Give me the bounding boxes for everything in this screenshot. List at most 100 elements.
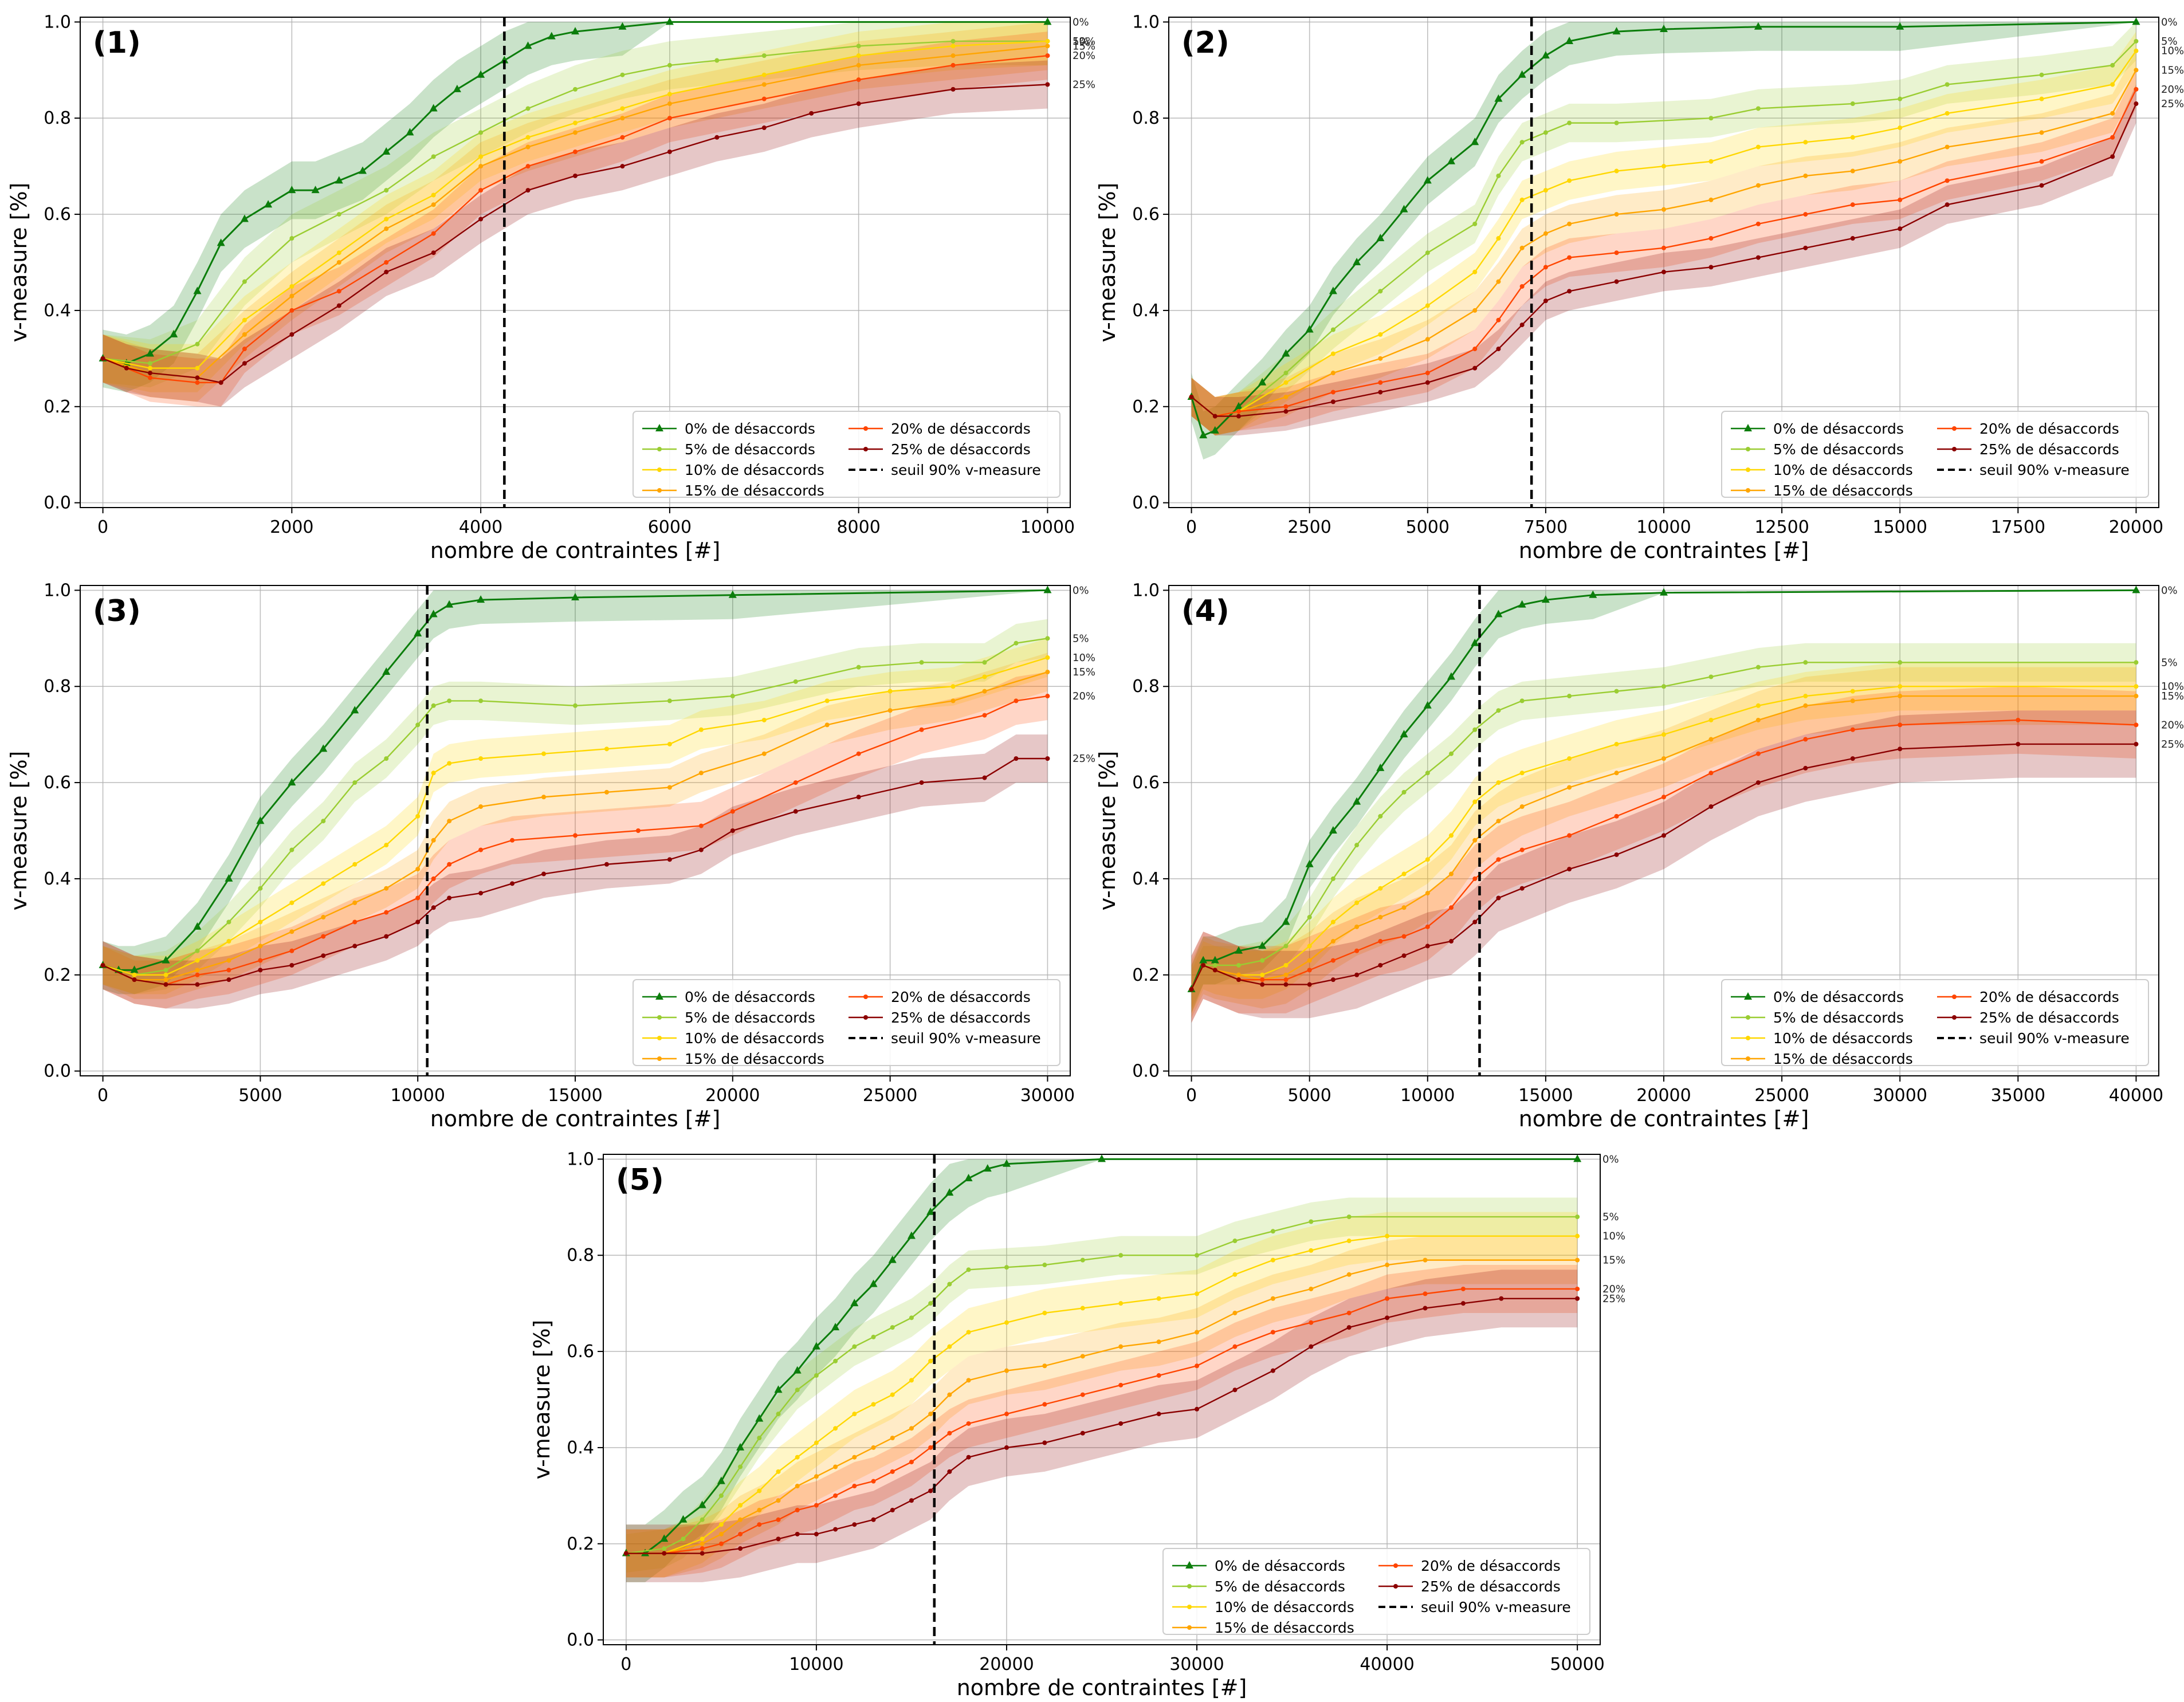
data-point (1661, 164, 1666, 169)
data-point (1614, 212, 1619, 217)
data-point (1519, 284, 1525, 289)
data-point (447, 819, 452, 824)
data-point (1614, 852, 1619, 857)
data-point (1755, 255, 1761, 260)
legend-label: 10% de désaccords (685, 1030, 824, 1047)
data-point (1449, 939, 1454, 944)
data-point (1156, 1373, 1161, 1378)
x-axis-title: nombre de contraintes [#] (957, 1675, 1247, 1700)
x-tick-label: 25000 (1754, 1086, 1809, 1106)
data-point (226, 968, 231, 973)
data-point (757, 1522, 762, 1527)
legend-marker (1744, 992, 1752, 1000)
data-point (2039, 159, 2044, 164)
data-point (1283, 977, 1289, 982)
data-point (1211, 956, 1219, 964)
data-point (1472, 838, 1478, 843)
data-point (477, 70, 485, 78)
data-point (1518, 70, 1526, 78)
y-tick-label: 0.0 (567, 1630, 594, 1650)
data-point (852, 1412, 857, 1417)
data-point (242, 279, 247, 284)
data-point (289, 962, 294, 968)
series-band-20pct (1191, 70, 2136, 436)
data-point (919, 727, 924, 732)
legend-label: 15% de désaccords (1773, 482, 1913, 499)
data-point (1496, 895, 1501, 901)
data-point (1898, 660, 1903, 665)
data-point (163, 972, 168, 977)
data-point (1260, 972, 1265, 977)
data-point (132, 977, 137, 982)
series-band-0pct (103, 590, 1048, 995)
y-tick-label: 0.8 (567, 1245, 594, 1265)
data-point (1258, 378, 1267, 386)
data-point (1945, 178, 1950, 183)
y-tick-label: 0.6 (1132, 773, 1160, 793)
data-point (795, 1531, 800, 1536)
data-point (761, 82, 767, 87)
data-point (1898, 694, 1903, 699)
data-point (478, 217, 484, 222)
data-point (966, 1267, 971, 1272)
data-point (928, 1445, 933, 1450)
data-point (852, 1522, 857, 1527)
data-point (950, 53, 956, 58)
x-axis-title: nombre de contraintes [#] (1519, 538, 1809, 563)
data-point (1589, 590, 1597, 598)
data-point (431, 154, 436, 159)
data-point (1378, 939, 1383, 944)
series-end-label: 15% (1602, 1255, 1625, 1267)
data-point (1541, 595, 1550, 603)
data-point (478, 756, 484, 761)
data-point (1330, 327, 1335, 332)
data-point (1447, 672, 1456, 680)
data-point (288, 186, 296, 194)
x-tick-label: 30000 (1020, 1086, 1075, 1106)
data-point (1803, 694, 1808, 699)
x-tick-label: 20000 (705, 1086, 760, 1106)
data-point (1212, 414, 1217, 419)
data-point (1496, 317, 1501, 323)
x-tick-label: 30000 (1169, 1654, 1224, 1675)
data-point (477, 595, 485, 603)
data-point (698, 847, 704, 852)
legend-marker (657, 1015, 662, 1020)
series-band-15pct (103, 653, 1048, 999)
data-point (431, 905, 436, 910)
data-point (1614, 168, 1619, 174)
data-point (755, 1414, 764, 1422)
data-point (774, 1385, 783, 1393)
legend-marker (657, 447, 662, 451)
data-point (524, 41, 532, 49)
panel-label: (2) (1181, 26, 1230, 60)
data-point (1212, 962, 1217, 968)
data-point (170, 329, 178, 337)
data-point (1850, 202, 1855, 207)
data-point (1004, 1412, 1009, 1417)
data-point (809, 111, 814, 116)
data-point (1189, 394, 1194, 399)
data-point (447, 761, 452, 766)
data-point (1573, 1154, 1582, 1162)
data-point (1270, 1368, 1275, 1373)
data-point (1755, 780, 1761, 785)
data-point (415, 722, 421, 728)
legend-box (633, 411, 1060, 498)
data-point (698, 1500, 706, 1508)
data-point (890, 1392, 895, 1397)
y-axis-title: v-measure [%] (1095, 751, 1120, 911)
data-point (871, 1479, 876, 1484)
data-point (1708, 265, 1714, 270)
series-line-25pct (626, 1298, 1578, 1554)
legend-label: 5% de désaccords (685, 441, 815, 458)
data-point (1232, 1344, 1238, 1349)
x-tick-label: 10000 (1400, 1086, 1455, 1106)
data-point (431, 231, 436, 236)
data-point (1118, 1421, 1124, 1426)
series-band-20pct (1191, 686, 2136, 1023)
series-end-label: 5% (1602, 1211, 1619, 1223)
data-point (667, 92, 672, 97)
data-point (1283, 409, 1289, 414)
series-end-label: 25% (2161, 98, 2184, 110)
